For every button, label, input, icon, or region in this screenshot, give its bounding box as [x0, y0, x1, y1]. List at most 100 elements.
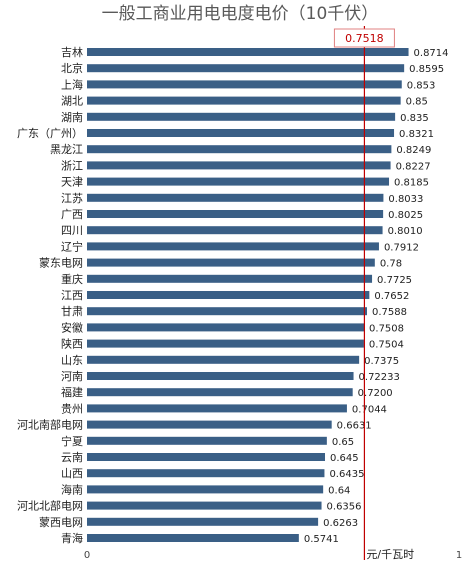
x-tick-label: 1: [456, 550, 462, 561]
value-label: 0.65: [332, 437, 354, 448]
bar: [87, 80, 402, 89]
category-label: 河南: [61, 370, 83, 383]
value-label: 0.6631: [337, 421, 372, 432]
category-label: 上海: [61, 77, 83, 91]
value-label: 0.8249: [396, 145, 431, 156]
bar: [87, 453, 326, 461]
bars-group: [87, 48, 409, 542]
x-tick-label: 0: [84, 550, 90, 561]
chart-title: 一般工商业用电电度电价（10千伏）: [102, 4, 379, 24]
bar: [87, 469, 325, 478]
category-label: 蒙西电网: [39, 516, 83, 529]
category-label: 湖北: [61, 95, 83, 108]
x-axis-group: 0 1 元/千瓦时: [84, 548, 462, 561]
value-label: 0.6356: [327, 502, 362, 513]
bar: [87, 436, 327, 445]
category-label: 云南: [61, 451, 83, 464]
category-label: 青海: [61, 531, 83, 545]
category-label: 山西: [61, 467, 83, 480]
bar: [87, 258, 375, 267]
value-label: 0.645: [330, 453, 359, 464]
bar: [87, 307, 367, 316]
category-label: 湖南: [61, 111, 83, 124]
category-label: 浙江: [61, 159, 83, 172]
category-label: 河北南部电网: [17, 418, 83, 432]
value-labels-group: 0.8714 0.8595 0.853 0.85 0.835 0.8321 0.8249 0.…: [304, 48, 449, 545]
value-label: 0.7508: [369, 323, 404, 334]
bar: [87, 420, 332, 429]
value-label: 0.7725: [377, 275, 412, 286]
bar: [87, 323, 365, 332]
bar: [87, 48, 409, 56]
category-label: 北京: [61, 61, 83, 75]
category-label: 河北北部电网: [17, 499, 83, 513]
value-label: 0.72233: [359, 372, 400, 383]
category-label: 四川: [61, 224, 83, 237]
bar: [87, 485, 324, 494]
value-label: 0.7912: [384, 242, 419, 253]
value-label: 0.7044: [352, 404, 387, 415]
bar: [87, 274, 373, 283]
bar: [87, 501, 322, 510]
bar: [87, 242, 379, 251]
value-label: 0.8033: [388, 194, 423, 205]
value-label: 0.835: [400, 113, 429, 124]
category-label: 贵州: [61, 402, 83, 415]
category-label: 广西: [61, 208, 83, 221]
value-label: 0.8714: [414, 48, 449, 59]
bar: [87, 145, 392, 154]
value-label: 0.7588: [372, 307, 407, 318]
category-label: 江西: [61, 289, 83, 302]
bar: [87, 177, 390, 186]
value-label: 0.6263: [323, 518, 358, 529]
value-label: 0.5741: [304, 534, 339, 545]
category-label: 福建: [61, 385, 83, 399]
value-label: 0.8185: [394, 178, 429, 189]
category-label: 山东: [61, 354, 83, 367]
category-label: 重庆: [61, 272, 83, 286]
value-label: 0.78: [380, 259, 402, 270]
value-label: 0.8321: [399, 129, 434, 140]
value-label: 0.853: [407, 80, 436, 91]
unit-label: 元/千瓦时: [366, 548, 414, 561]
value-label: 0.85: [406, 97, 428, 108]
bar: [87, 517, 319, 526]
category-label: 蒙东电网: [39, 257, 83, 270]
category-label: 黑龙江: [50, 143, 83, 156]
bar: [87, 404, 347, 413]
bar: [87, 534, 299, 542]
value-label: 0.7504: [369, 340, 404, 351]
bar: [87, 388, 353, 397]
bar: [87, 96, 401, 105]
bar: [87, 372, 354, 380]
bar: [87, 339, 364, 348]
category-label: 吉林: [61, 45, 83, 59]
value-label: 0.7200: [358, 388, 393, 399]
category-label: 陕西: [61, 337, 83, 351]
value-label: 0.7375: [364, 356, 399, 367]
bar: [87, 291, 370, 299]
value-label: 0.6435: [329, 469, 364, 480]
bar: [87, 64, 405, 73]
value-label: 0.64: [328, 485, 350, 496]
category-label: 辽宁: [61, 239, 83, 253]
bar: [87, 161, 391, 170]
category-label: 宁夏: [61, 434, 83, 448]
value-label: 0.8227: [396, 161, 431, 172]
bar: [87, 112, 396, 121]
reference-label: 0.7518: [345, 32, 384, 45]
category-label: 天津: [61, 176, 83, 189]
bar: [87, 210, 384, 218]
bar: [87, 193, 384, 202]
value-label: 0.8025: [388, 210, 423, 221]
category-label: 广东（广州）: [17, 127, 83, 140]
category-label: 江苏: [61, 192, 83, 205]
category-label: 甘肃: [61, 305, 83, 318]
bar: [87, 226, 383, 235]
value-label: 0.8595: [409, 64, 444, 75]
bar: [87, 129, 395, 137]
value-label: 0.7652: [374, 291, 409, 302]
category-label: 海南: [61, 482, 83, 496]
